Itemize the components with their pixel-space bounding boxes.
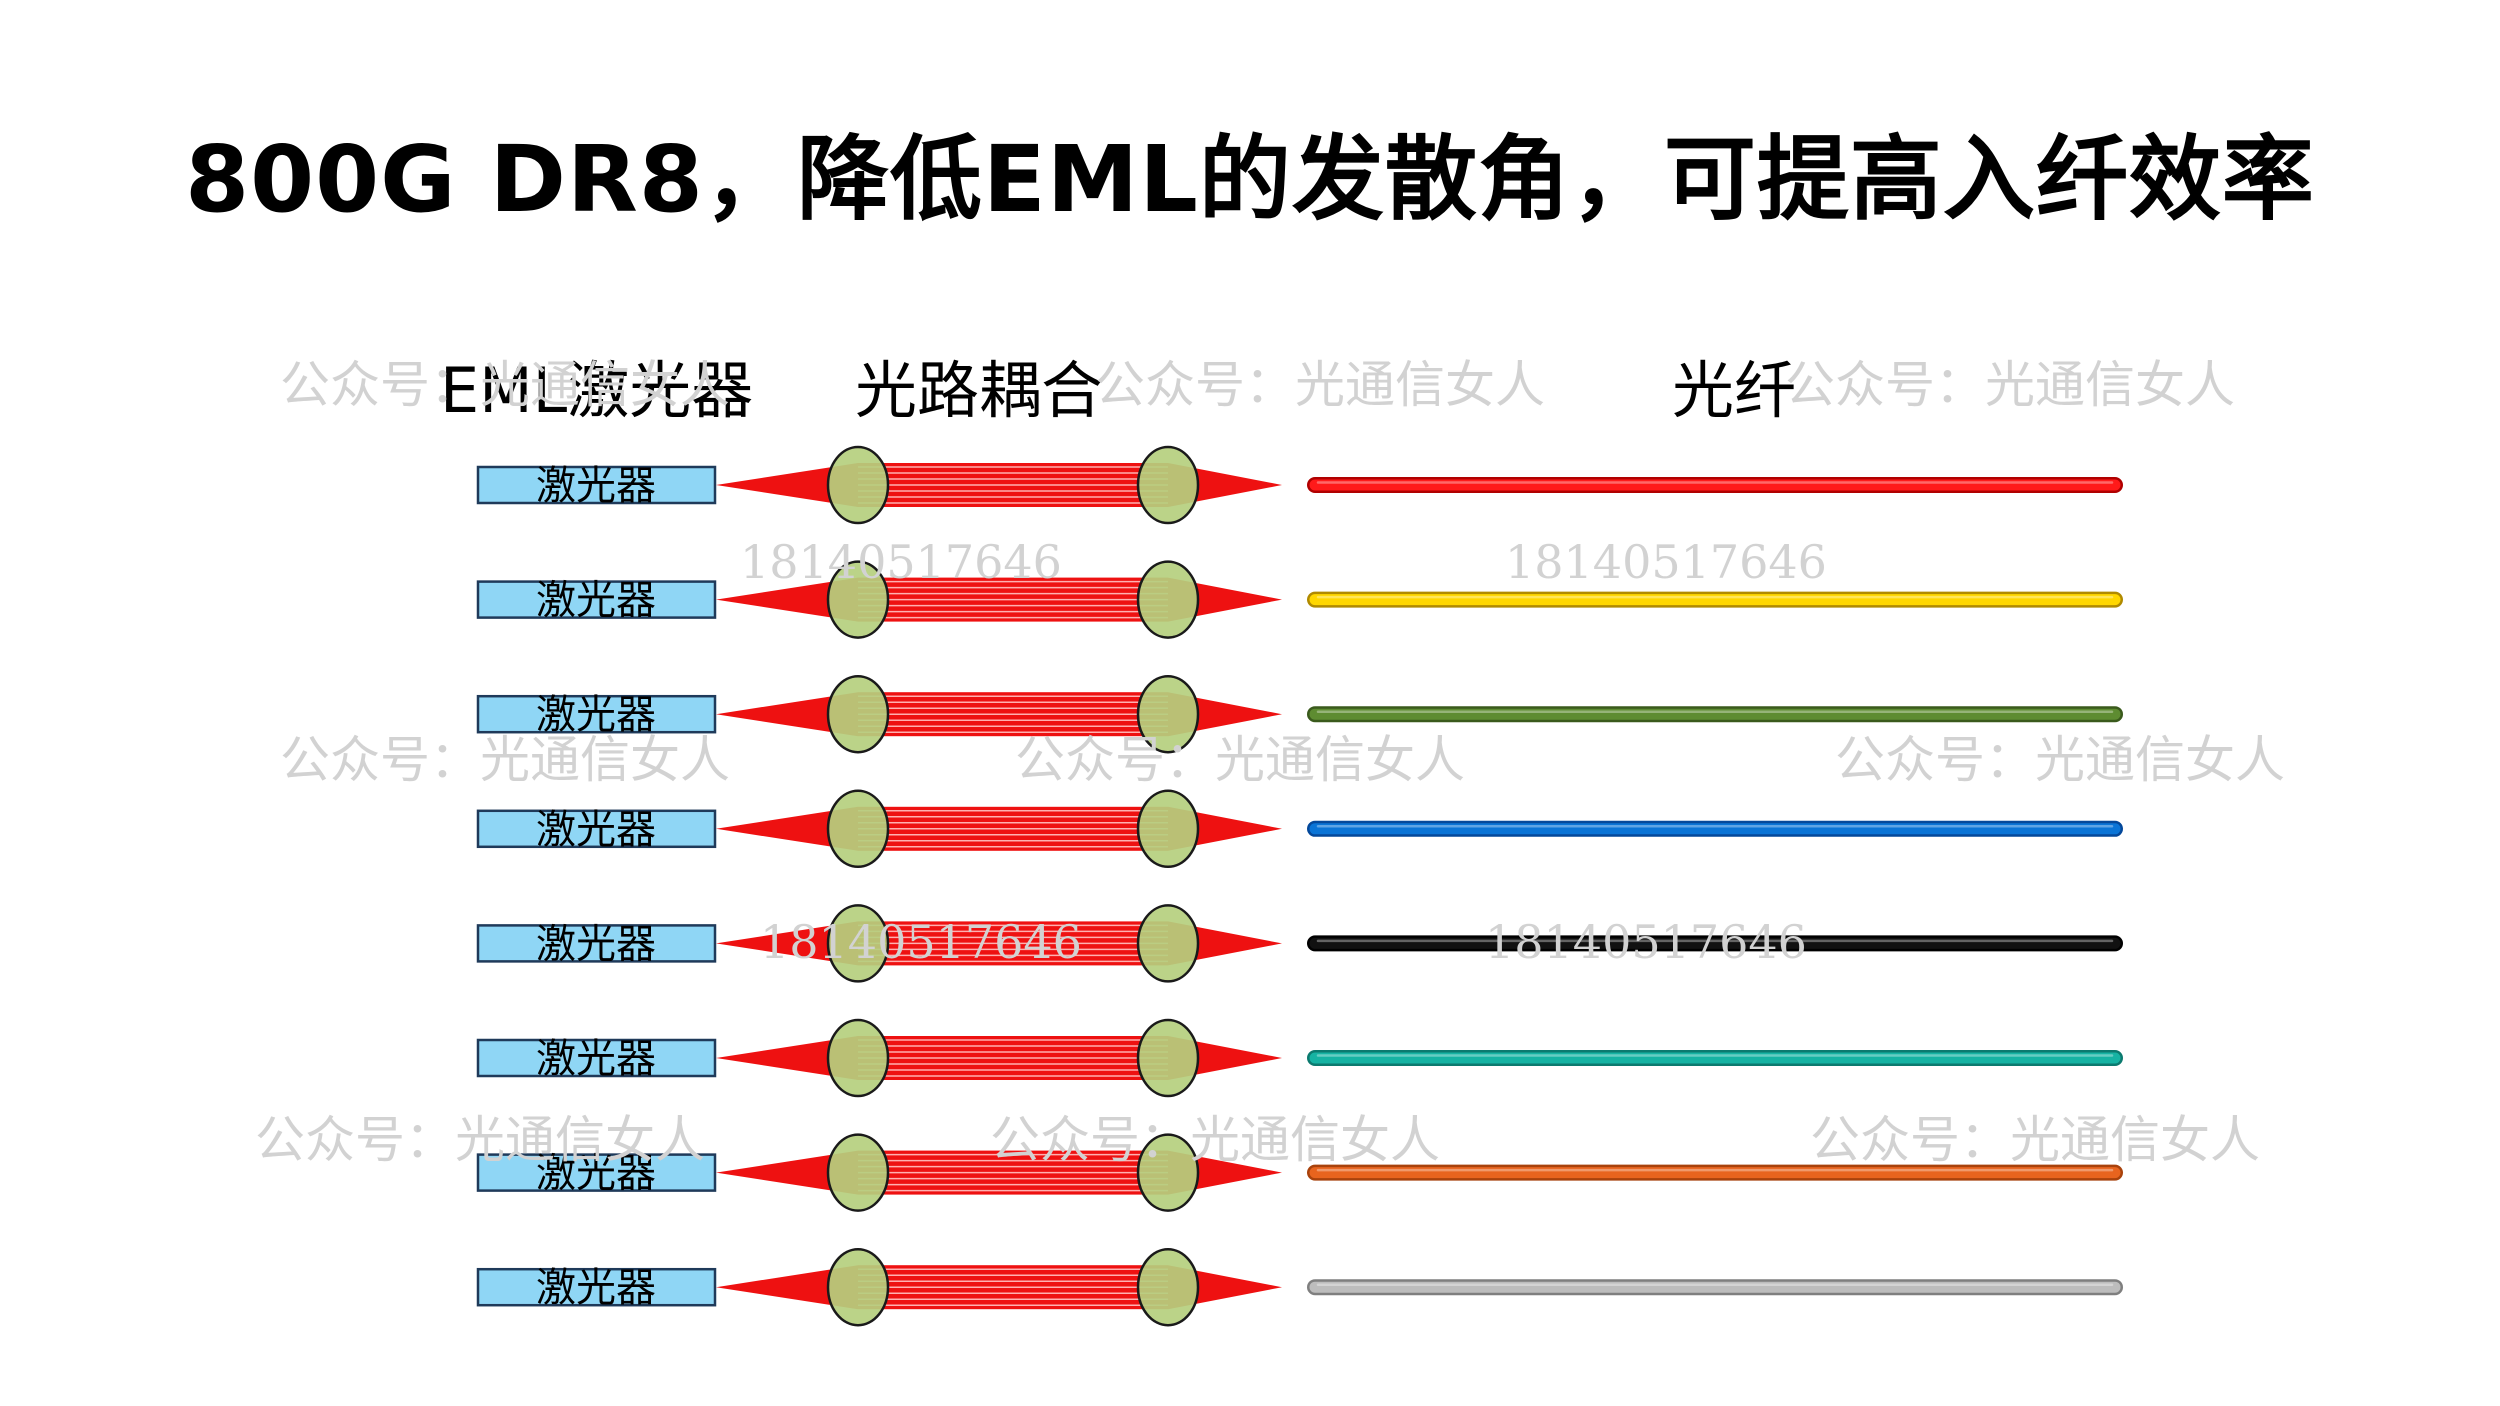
laser-label: 激光器 — [536, 578, 656, 624]
lens-2 — [1136, 789, 1200, 869]
watermark-account: 公众号：光通信女人 — [1095, 356, 1545, 414]
watermark-account: 公众号：光通信女人 — [255, 1111, 705, 1169]
laser-chip — [476, 1267, 717, 1307]
laser-chip — [476, 580, 717, 619]
watermark-account: 公众号：光通信女人 — [1810, 1111, 2260, 1169]
lens-1 — [826, 904, 890, 983]
laser-label: 激光器 — [536, 463, 656, 509]
laser-chip — [476, 1038, 717, 1078]
laser-label: 激光器 — [536, 1265, 656, 1311]
beam-diverging — [716, 921, 858, 966]
lens-1 — [826, 1018, 890, 1098]
beam-diverging — [716, 463, 858, 507]
watermark-account: 公众号：光通信女人 — [1835, 731, 2285, 789]
lens-1 — [826, 674, 890, 754]
lens-1 — [826, 445, 890, 525]
header-fiber: 光纤 — [1672, 354, 1797, 427]
page-title: 800G DR8，降低EML的发散角，可提高入纤效率 — [185, 126, 2315, 233]
laser-label: 激光器 — [536, 921, 656, 967]
beam-diverging — [716, 692, 858, 737]
beam-diverging — [716, 1150, 858, 1195]
laser-label: 激光器 — [536, 807, 656, 853]
laser-label: 激光器 — [536, 1036, 656, 1082]
lens-2 — [1136, 1018, 1200, 1098]
laser-chip — [476, 1153, 717, 1192]
watermark-phone: 18140517646 — [760, 915, 1082, 969]
watermark-account: 公众号：光通信女人 — [990, 1111, 1440, 1169]
lens-2 — [1136, 1247, 1200, 1327]
beam-diverging — [716, 806, 858, 851]
watermark-account: 公众号：光通信女人 — [1785, 356, 2235, 414]
laser-chip — [476, 924, 717, 963]
lens-1 — [826, 1133, 890, 1212]
beam-diverging — [716, 577, 858, 622]
lens-2 — [1136, 445, 1200, 525]
lens-2 — [1136, 904, 1200, 983]
lens-2 — [1136, 674, 1200, 754]
laser-chip — [476, 465, 717, 505]
lens-2 — [1136, 560, 1200, 639]
lens-1 — [826, 560, 890, 639]
laser-label: 激光器 — [536, 692, 656, 738]
header-eml-laser: EML激光器 — [440, 354, 754, 427]
watermark-account: 公众号：光通信女人 — [1015, 731, 1465, 789]
watermark-phone: 18140517646 — [1505, 535, 1827, 589]
lens-1 — [826, 789, 890, 869]
header-optical-coupling: 光路耦合 — [855, 354, 1104, 427]
laser-chip — [476, 694, 717, 734]
beam-diverging — [716, 1265, 858, 1310]
lens-2 — [1136, 1133, 1200, 1212]
watermark-account: 公众号：光通信女人 — [280, 731, 730, 789]
beam-diverging — [716, 1036, 858, 1080]
watermark-account: 公众号：光通信女人 — [280, 356, 730, 414]
watermark-phone: 18140517646 — [1485, 915, 1807, 969]
watermark-phone: 18140517646 — [740, 535, 1062, 589]
laser-chip — [476, 809, 717, 849]
laser-label: 激光器 — [536, 1151, 656, 1197]
lens-1 — [826, 1247, 890, 1327]
